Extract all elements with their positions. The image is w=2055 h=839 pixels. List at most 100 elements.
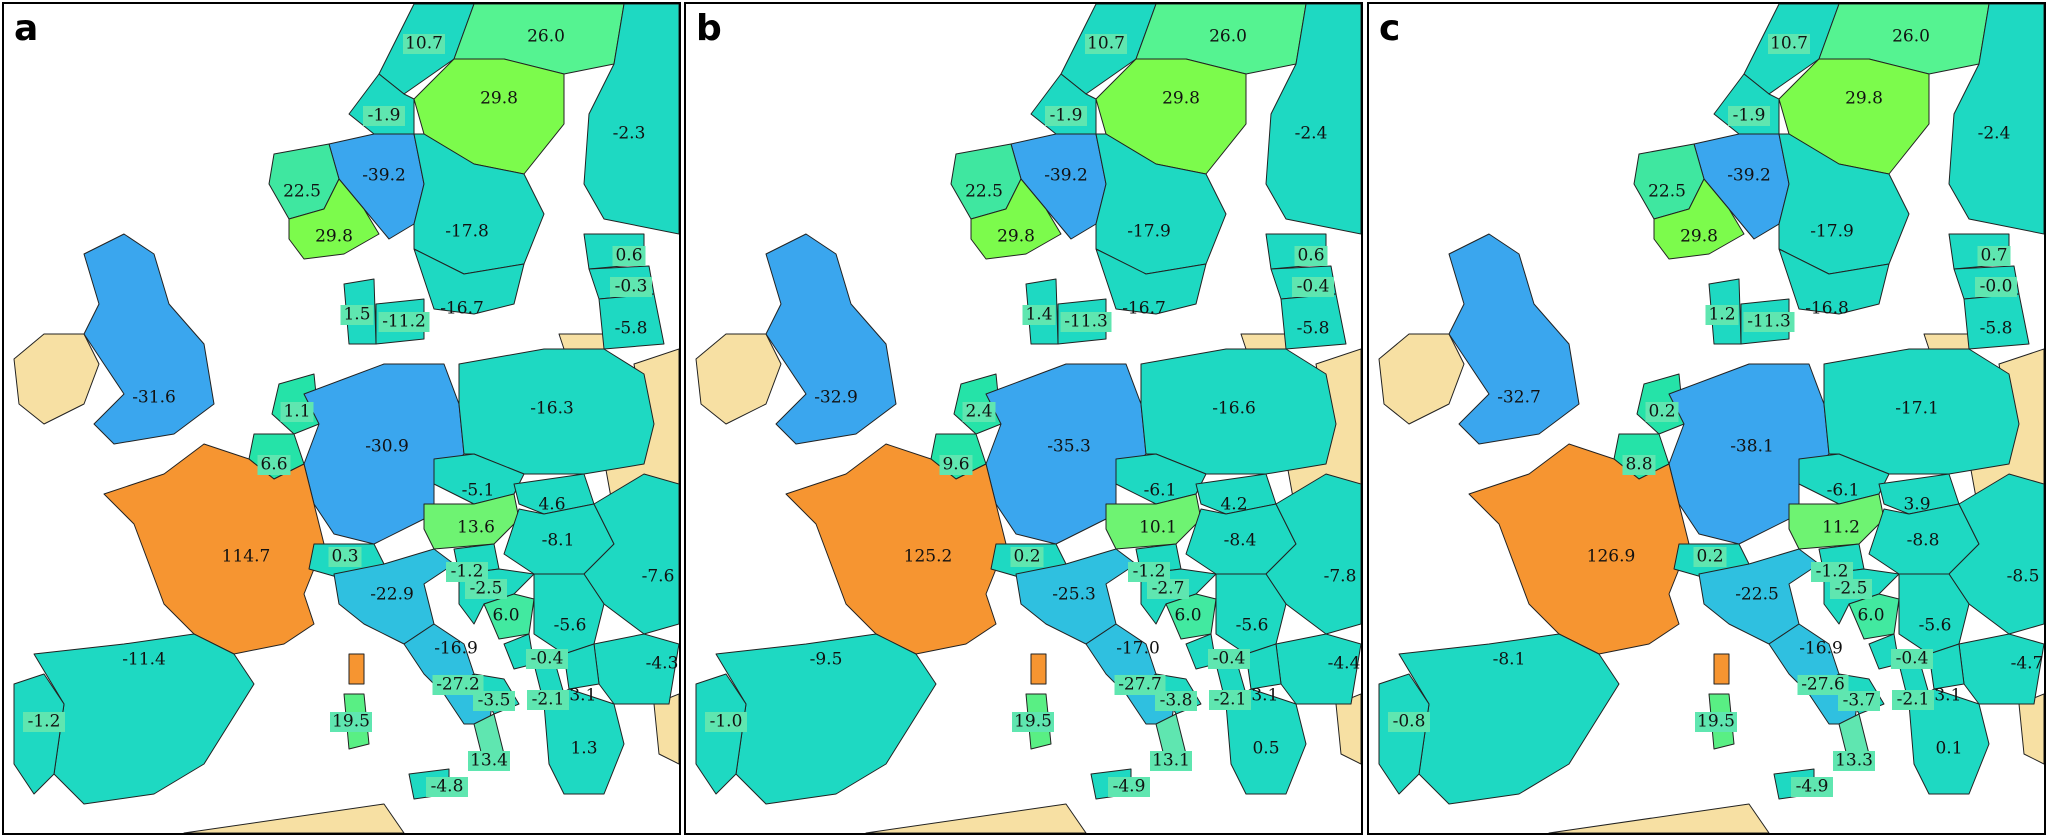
value-label-greece: 0.5 — [1252, 739, 1279, 759]
value-label-italy-south: -27.7 — [1118, 675, 1162, 695]
value-label-n-sweden-north: 26.0 — [1892, 27, 1930, 47]
value-highlight — [1622, 455, 1656, 475]
value-label-portugal: -0.8 — [1393, 712, 1426, 732]
value-highlight — [1294, 246, 1328, 266]
value-label-hungary: -8.8 — [1907, 531, 1940, 551]
value-label-italy-se: -3.5 — [478, 691, 511, 711]
value-highlight — [1891, 649, 1933, 669]
value-label-n-norway-mid: -1.9 — [368, 106, 401, 126]
outside-region-outside-north-africa — [865, 803, 1087, 833]
value-label-romania: -7.6 — [642, 567, 675, 587]
value-highlight — [468, 751, 510, 771]
value-highlight — [1045, 106, 1087, 126]
value-label-bosnia: 6.0 — [1857, 606, 1884, 626]
value-label-n-norway-mid: -1.9 — [1733, 106, 1766, 126]
value-label-czechia: -5.1 — [462, 481, 495, 501]
region-uk — [765, 233, 897, 445]
outside-region-outside-turkey-corner — [1335, 693, 1361, 765]
value-label-n-norway-west: 22.5 — [1648, 182, 1686, 202]
europe-map: 10.7 26.0 29.8 -2.4 -1.9 -39.2 22.5 29.8 -17.9 0.… — [695, 4, 1361, 833]
value-label-slovakia: 3.9 — [1903, 495, 1930, 515]
value-label-sardinia: 19.5 — [1014, 712, 1052, 732]
value-label-n-estonia: 0.6 — [1297, 246, 1324, 266]
value-highlight — [432, 675, 484, 695]
value-label-france: 125.2 — [904, 547, 953, 567]
value-label-italy-north: -25.3 — [1052, 585, 1096, 605]
value-label-n-sweden-south: -17.9 — [1127, 222, 1171, 242]
value-label-slovenia: -1.2 — [1133, 562, 1166, 582]
value-label-sardinia: 19.5 — [332, 712, 370, 732]
region-greece — [543, 688, 625, 795]
region-n-norway-south — [288, 178, 380, 260]
region-macedonia — [1928, 643, 1965, 690]
value-highlight — [526, 649, 568, 669]
value-label-switzerland: 0.3 — [331, 547, 358, 567]
region-macedonia — [1245, 643, 1282, 690]
region-greece — [1908, 688, 1990, 795]
region-macedonia — [563, 643, 600, 690]
region-uk — [1448, 233, 1580, 445]
region-france — [103, 443, 325, 655]
value-highlight — [1022, 305, 1056, 325]
region-corsica — [348, 653, 365, 685]
value-label-n-norway-north: 10.7 — [405, 34, 443, 54]
value-label-sicily: -4.8 — [431, 777, 464, 797]
value-label-bulgaria: -4.4 — [1328, 654, 1361, 674]
value-highlight — [378, 312, 430, 332]
value-label-italy-south: -27.2 — [436, 675, 480, 695]
value-label-n-denmark-w: 1.4 — [1025, 305, 1052, 325]
value-highlight — [363, 106, 405, 126]
value-highlight — [1791, 777, 1833, 797]
value-label-n-norway-east: -39.2 — [1044, 166, 1088, 186]
value-highlight — [473, 691, 515, 711]
value-label-n-sweden-south: -17.8 — [445, 222, 489, 242]
value-highlight — [1693, 547, 1727, 567]
region-poland — [1823, 348, 2020, 475]
value-label-czechia: -6.1 — [1144, 481, 1177, 501]
region-n-finland — [1948, 4, 2044, 235]
panel-letter: c — [1379, 8, 1401, 49]
value-label-n-denmark-e: -11.3 — [1064, 312, 1108, 332]
value-label-netherlands: 1.1 — [283, 402, 310, 422]
value-highlight — [1010, 547, 1044, 567]
value-label-spain: -11.4 — [122, 650, 166, 670]
value-label-slovakia: 4.2 — [1220, 495, 1247, 515]
value-label-italy-central: -17.0 — [1116, 639, 1160, 659]
value-label-serbia: -5.6 — [1919, 616, 1952, 636]
value-label-germany: -30.9 — [365, 437, 409, 457]
value-label-n-denmark-e: -11.3 — [1747, 312, 1791, 332]
value-label-uk: -31.6 — [132, 388, 176, 408]
value-label-montenegro: -0.4 — [1213, 649, 1246, 669]
value-label-bosnia: 6.0 — [1174, 606, 1201, 626]
value-label-croatia: -2.7 — [1152, 579, 1185, 599]
outside-region-outside-ireland — [13, 333, 100, 425]
value-label-spain: -8.1 — [1493, 650, 1526, 670]
value-label-n-sweden-mid: 29.8 — [1162, 89, 1200, 109]
region-n-sweden-se — [413, 248, 525, 315]
value-label-italy-north: -22.5 — [1735, 585, 1779, 605]
value-highlight — [1977, 246, 2011, 266]
value-label-n-norway-west: 22.5 — [283, 182, 321, 202]
value-highlight — [1838, 691, 1880, 711]
region-bosnia — [1165, 593, 1217, 640]
value-highlight — [1292, 277, 1334, 297]
value-highlight — [1085, 34, 1127, 54]
map-panel-c: 10.7 26.0 29.8 -2.4 -1.9 -39.2 22.5 29.8 -17.9 0.… — [1367, 2, 2046, 835]
region-n-sweden-se — [1778, 248, 1890, 315]
value-label-germany: -35.3 — [1047, 437, 1091, 457]
value-highlight — [612, 246, 646, 266]
value-label-croatia: -2.5 — [1835, 579, 1868, 599]
region-n-sweden-se — [1095, 248, 1207, 315]
region-italy-north — [1015, 548, 1137, 645]
value-label-sardinia: 19.5 — [1697, 712, 1735, 732]
value-label-portugal: -1.2 — [28, 712, 61, 732]
value-highlight — [1811, 562, 1853, 582]
value-label-albania: -3.1 — [564, 686, 597, 706]
value-label-n-latvia: -0.4 — [1297, 277, 1330, 297]
value-highlight — [465, 579, 507, 599]
value-highlight — [1060, 312, 1112, 332]
value-label-italy-se: -3.8 — [1160, 691, 1193, 711]
outside-region-outside-latvia-strip — [1240, 333, 1287, 350]
outside-region-outside-north-africa — [1548, 803, 1770, 833]
region-austria — [1105, 493, 1202, 550]
